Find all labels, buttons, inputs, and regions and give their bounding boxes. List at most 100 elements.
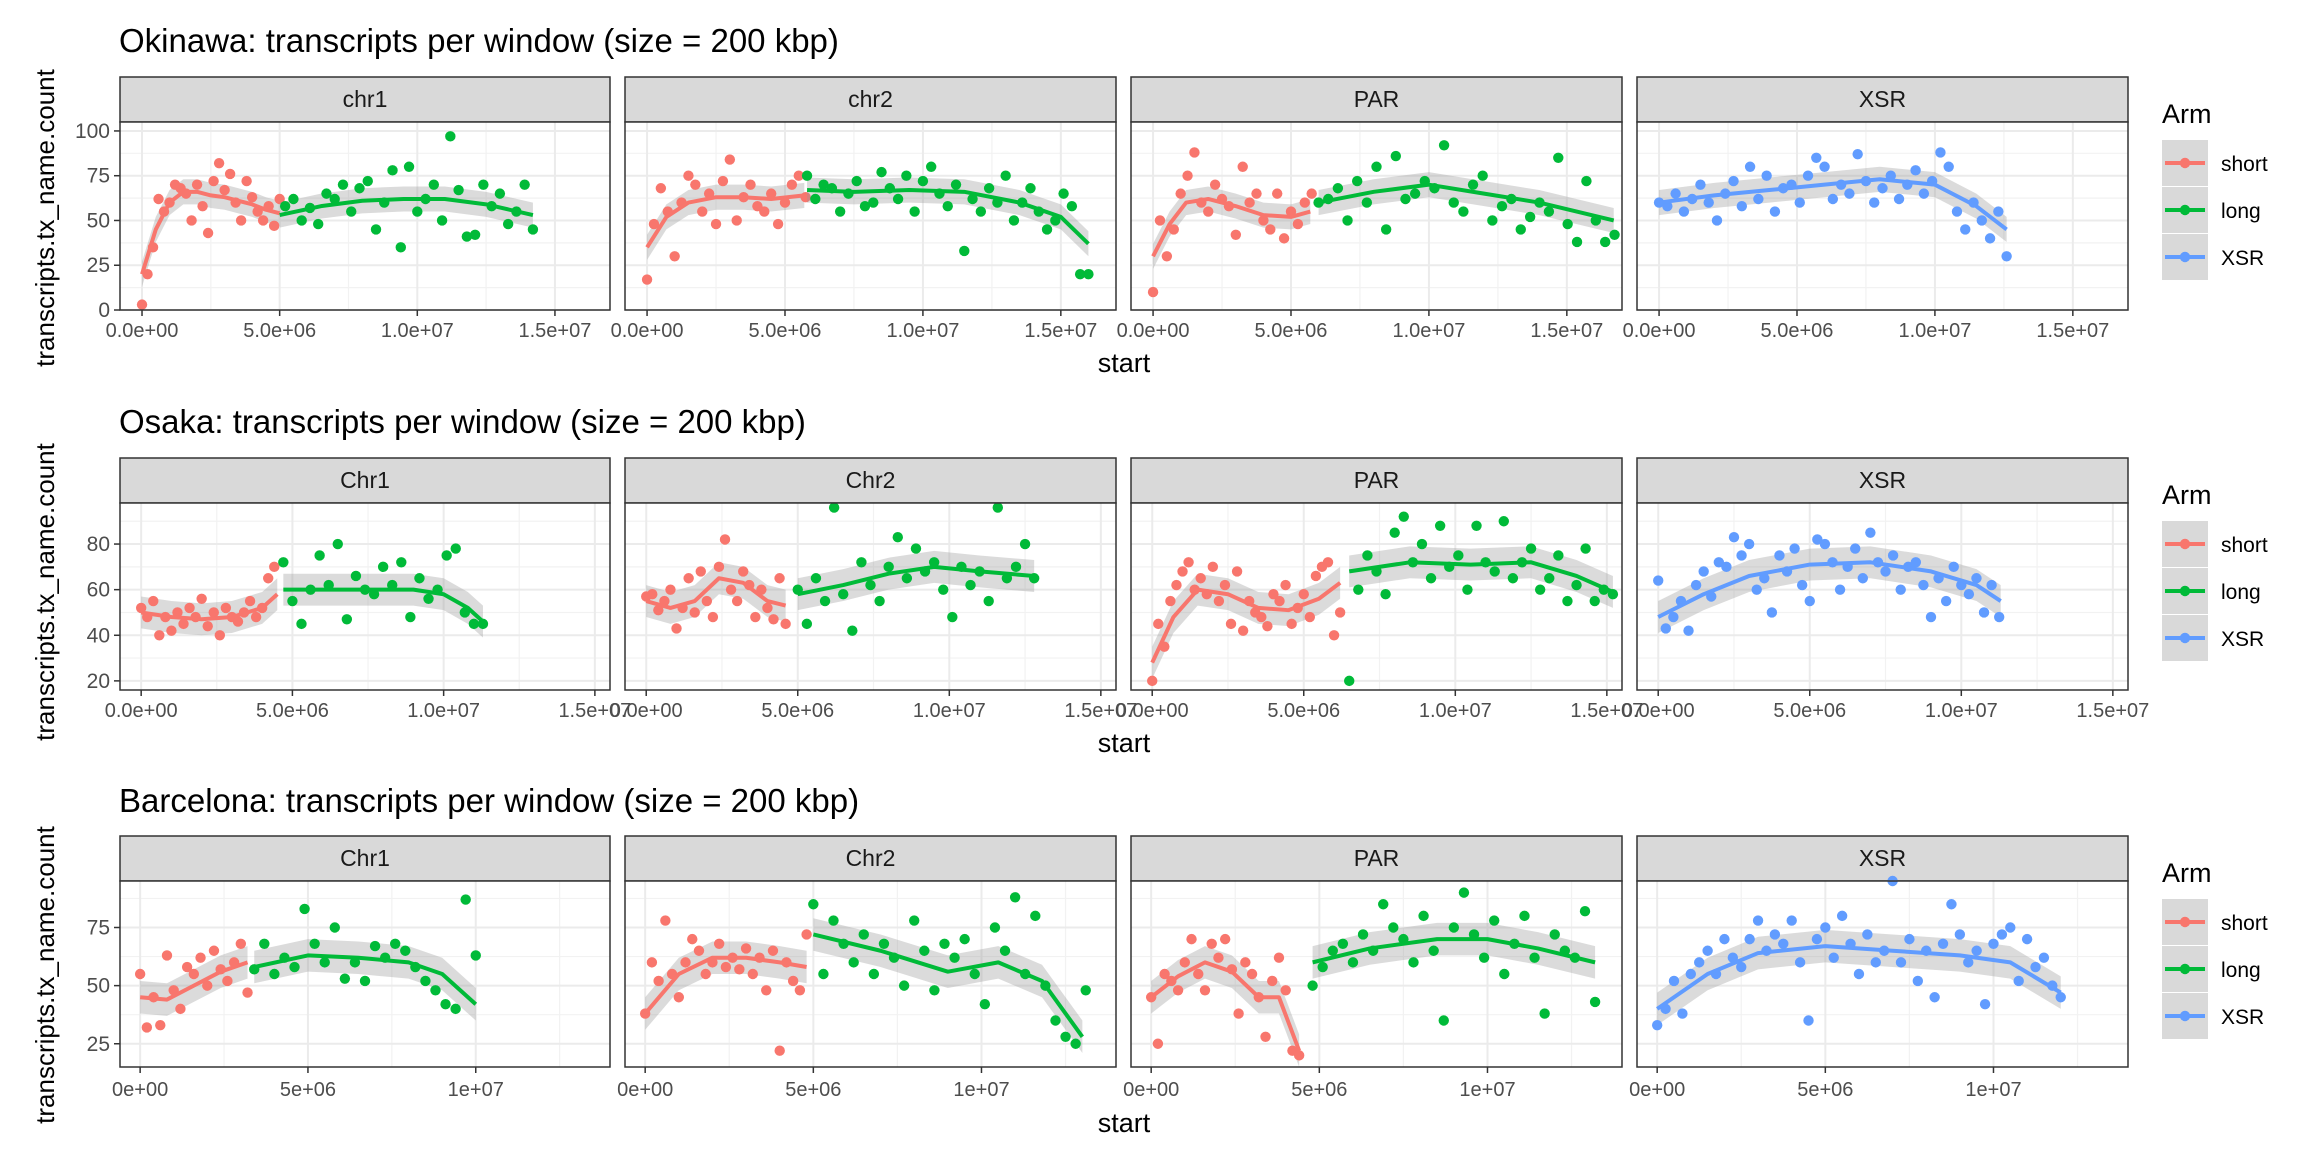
data-point [949,952,960,963]
data-point [725,584,737,595]
data-point [202,980,213,991]
data-point [1935,147,1946,158]
facet-panel-par: PAR 0.0e+00 5.0e+06 1.0e+07 1.5e+07 [1116,457,1643,722]
data-point [287,595,298,607]
panel-background [1637,122,2128,310]
data-point [1929,992,1940,1003]
data-point [1943,161,1954,172]
smooth-fit-line [1656,944,2062,1011]
data-point [1246,968,1258,980]
data-point [1332,183,1344,194]
smooth-fit-line [812,932,1084,1038]
data-point [2005,922,2016,933]
data-point [745,179,756,190]
y-tick-label: 0 [98,299,110,322]
data-point [1489,566,1500,577]
data-point [369,940,381,952]
x-tick-label: 0e+00 [112,1079,168,1101]
data-point [141,1022,153,1033]
data-point [810,193,821,205]
data-point [1182,170,1193,181]
legend-item-xsr: XSR [2162,993,2264,1039]
x-tick-label: 0.0e+00 [1623,320,1696,342]
data-point [1388,922,1399,933]
data-point [1347,957,1359,968]
panel-border [1636,880,2129,1068]
data-point [1744,161,1756,172]
confidence-band [797,550,1035,611]
data-point [134,968,146,980]
data-point [720,961,732,973]
data-point [1453,550,1464,561]
data-point [1322,557,1334,568]
legend-label: short [2221,534,2268,557]
x-tick-label: 0.0e+00 [105,700,178,722]
x-tick-label: 1.0e+07 [407,700,480,722]
data-point [818,968,829,980]
data-point [1298,589,1309,600]
x-tick-label: 5.0e+06 [1267,700,1340,722]
chart-row-3: Barcelona: transcripts per window (size … [30,782,2268,1138]
data-point [713,561,725,573]
data-point [1477,170,1488,181]
data-point [1728,532,1740,543]
data-point [1448,922,1460,933]
data-point [848,957,859,968]
data-point [1743,538,1755,550]
data-point [1268,589,1279,600]
data-point [289,961,300,973]
data-point [1948,561,1959,573]
data-point [350,570,362,582]
y-tick-label: 50 [87,209,110,232]
y-axis-label: transcripts.tx_name.count [30,442,60,740]
data-point [1820,922,1831,933]
data-point [1910,165,1921,176]
data-point [1462,584,1473,595]
data-point [321,188,332,199]
panel-background [1637,503,2128,690]
data-point [683,170,694,181]
data-point [1409,188,1421,199]
data-point [1653,575,1664,586]
data-point [989,922,1001,933]
data-point [1189,147,1200,158]
x-tick-label: 5e+06 [785,1079,841,1101]
facet-panel-par: PAR 0.0e+00 5.0e+06 1.0e+07 1.5e+07 [1117,76,1623,342]
data-point [975,206,987,217]
data-point [1753,193,1764,205]
data-point [400,945,411,956]
confidence-band [1153,186,1311,269]
data-point [1539,1008,1550,1019]
data-point [1390,150,1402,162]
smooth-fit-line [1348,560,1614,594]
data-point [527,224,539,235]
data-point [1425,573,1437,584]
data-point [648,218,660,230]
data-point [695,566,706,577]
data-point [1438,1015,1449,1026]
data-point [1698,566,1709,577]
data-point [883,561,894,573]
data-point [1070,1038,1081,1049]
panel-border [624,502,1117,691]
facet-strip [119,457,611,504]
x-tick-label: 1.5e+07 [1024,320,1097,342]
data-point [1186,933,1197,945]
facet-panel-xsr: XSR 0e+00 5e+06 1e+07 [1629,835,2129,1101]
facet-strip [1636,835,2129,882]
data-point [1744,933,1755,945]
data-point [1378,899,1389,910]
data-point [1599,236,1611,248]
smooth-fit-line [645,576,787,610]
data-point [1317,961,1328,973]
data-point [959,933,970,945]
data-point [1195,573,1206,584]
data-point [222,975,233,987]
data-point [1209,179,1221,190]
data-point [1827,193,1839,205]
data-point [1306,188,1317,199]
data-point [1362,550,1373,561]
data-point [1702,945,1713,956]
x-tick-label: 5.0e+06 [761,700,834,722]
